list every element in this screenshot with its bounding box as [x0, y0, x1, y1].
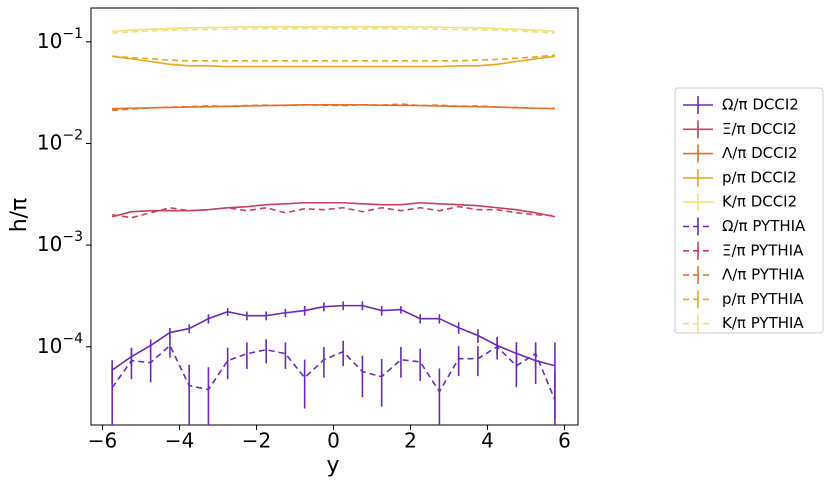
- legend-label: Ξ/π DCCI2: [722, 120, 797, 138]
- plot-frame: [90, 7, 579, 426]
- series-line: [111, 344, 556, 401]
- series-line: [111, 304, 556, 371]
- legend-label: Ξ/π PYTHIA: [722, 241, 804, 259]
- x-tick-label: −4: [165, 429, 194, 453]
- legend-label: Ω/π DCCI2: [722, 96, 799, 114]
- x-tick-label: −2: [242, 429, 271, 453]
- plot-area: [111, 26, 556, 425]
- y-axis-label: h/π: [7, 198, 32, 233]
- x-tick-label: 4: [481, 429, 494, 453]
- x-tick-label: 2: [404, 429, 417, 453]
- y-tick-label: 10−1: [37, 26, 83, 53]
- series-line: [112, 26, 555, 33]
- y-tick-base: 10: [37, 333, 62, 357]
- legend-label: K/π DCCI2: [722, 193, 797, 211]
- legend-label: p/π PYTHIA: [722, 290, 804, 308]
- x-axis-label: y: [326, 453, 339, 478]
- y-tick-exponent: −2: [62, 127, 83, 143]
- series-line: [112, 55, 556, 68]
- y-tick-exponent: −3: [62, 229, 83, 245]
- series-line: [112, 54, 555, 62]
- x-tick-label: −6: [88, 429, 117, 453]
- legend-label: K/π PYTHIA: [722, 314, 804, 332]
- legend-label: Λ/π DCCI2: [722, 144, 798, 162]
- series-line: [112, 205, 555, 219]
- y-tick-label: 10−4: [37, 331, 83, 358]
- legend-label: Ω/π PYTHIA: [722, 217, 806, 235]
- y-tick-base: 10: [37, 232, 62, 256]
- series-line: [112, 103, 555, 112]
- y-tick-exponent: −1: [62, 26, 83, 42]
- y-tick-base: 10: [37, 130, 62, 154]
- y-tick-exponent: −4: [62, 331, 83, 347]
- x-tick-label: 0: [327, 429, 340, 453]
- legend-box: [674, 87, 824, 334]
- y-tick-label: 10−2: [37, 127, 83, 154]
- legend-label: p/π DCCI2: [722, 168, 797, 186]
- y-tick-base: 10: [37, 28, 62, 52]
- series-line: [112, 27, 555, 34]
- x-tick-label: 6: [558, 429, 571, 453]
- legend-label: Λ/π PYTHIA: [722, 266, 805, 284]
- y-tick-label: 10−3: [37, 229, 83, 256]
